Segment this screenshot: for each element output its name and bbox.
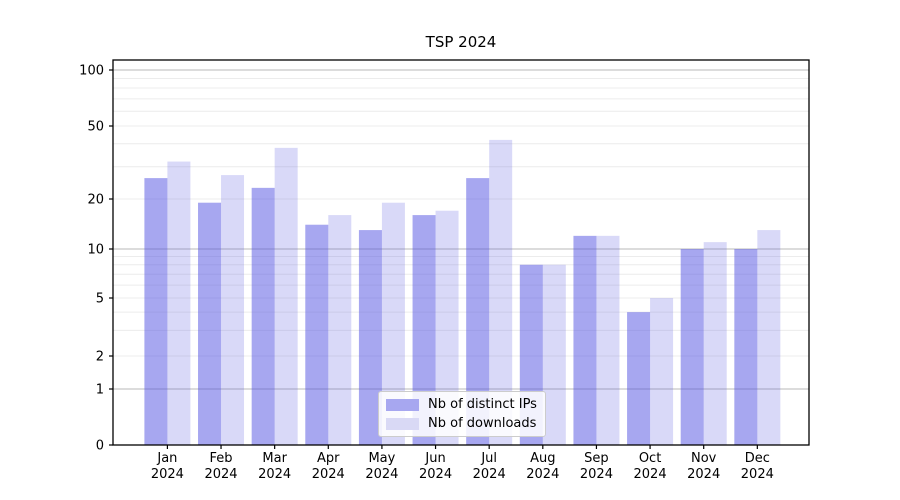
legend: Nb of distinct IPs Nb of downloads xyxy=(378,391,546,437)
x-axis-year-label: 2024 xyxy=(204,467,237,482)
x-axis-tick-label: Sep xyxy=(584,451,609,466)
bar-distinct-ips-sep xyxy=(573,235,597,445)
x-axis-tick-label: Aug xyxy=(530,451,555,466)
bar-distinct-ips-dec xyxy=(734,249,758,445)
x-axis-tick-label: Nov xyxy=(691,451,717,466)
x-axis-tick-label: May xyxy=(368,451,395,466)
bar-distinct-ips-jan xyxy=(144,178,168,445)
y-axis-tick-label: 20 xyxy=(87,193,104,208)
y-axis-tick-label: 1 xyxy=(96,383,104,398)
bar-distinct-ips-oct xyxy=(627,312,651,445)
bar-downloads-apr xyxy=(328,215,352,445)
x-axis-year-label: 2024 xyxy=(312,467,345,482)
bar-downloads-nov xyxy=(703,242,727,445)
bar-distinct-ips-may xyxy=(358,230,382,445)
legend-item-downloads: Nb of downloads xyxy=(386,417,537,430)
bar-downloads-oct xyxy=(650,298,674,445)
bar-downloads-jul xyxy=(489,139,513,445)
bar-distinct-ips-jun xyxy=(412,215,436,445)
x-axis-tick-label: Mar xyxy=(262,451,287,466)
legend-label-distinct-ips: Nb of distinct IPs xyxy=(428,397,537,412)
x-axis-tick-label: Apr xyxy=(317,451,340,466)
bar-downloads-feb xyxy=(221,175,245,446)
plot-border xyxy=(112,59,810,446)
x-axis-year-label: 2024 xyxy=(580,467,613,482)
legend-label-downloads: Nb of downloads xyxy=(428,416,537,431)
x-axis-year-label: 2024 xyxy=(419,467,452,482)
x-axis-tick-label: Oct xyxy=(639,451,661,466)
x-axis-year-label: 2024 xyxy=(258,467,291,482)
x-axis-year-label: 2024 xyxy=(365,467,398,482)
y-axis-tick-label: 0 xyxy=(96,439,104,454)
x-axis-year-label: 2024 xyxy=(473,467,506,482)
bar-distinct-ips-feb xyxy=(198,202,222,445)
x-axis-year-label: 2024 xyxy=(634,467,667,482)
bar-downloads-jun xyxy=(435,210,459,445)
legend-swatch-distinct-ips xyxy=(386,398,419,411)
x-axis-tick-label: Dec xyxy=(745,451,770,466)
y-axis-tick-label: 2 xyxy=(96,350,104,365)
bar-downloads-dec xyxy=(757,230,781,445)
bar-downloads-jan xyxy=(167,161,191,445)
y-axis-tick-label: 100 xyxy=(79,64,104,79)
chart-title: TSP 2024 xyxy=(425,33,497,51)
x-axis-year-label: 2024 xyxy=(526,467,559,482)
bar-downloads-aug xyxy=(542,264,566,445)
y-axis-tick-label: 50 xyxy=(87,120,104,135)
bar-distinct-ips-jul xyxy=(466,178,490,445)
legend-swatch-downloads xyxy=(386,417,419,430)
x-axis-year-label: 2024 xyxy=(741,467,774,482)
x-axis-tick-label: Jan xyxy=(156,451,177,466)
x-axis-year-label: 2024 xyxy=(687,467,720,482)
bar-downloads-sep xyxy=(596,235,620,445)
bar-downloads-may xyxy=(381,202,405,445)
y-axis-tick-label: 10 xyxy=(87,243,104,258)
legend-item-distinct-ips: Nb of distinct IPs xyxy=(386,398,537,411)
x-axis-tick-label: Feb xyxy=(210,451,233,466)
x-axis-tick-label: Jul xyxy=(480,451,497,466)
x-axis-year-label: 2024 xyxy=(151,467,184,482)
y-axis-tick-label: 5 xyxy=(96,292,104,307)
x-axis-tick-label: Jun xyxy=(424,451,445,466)
bar-distinct-ips-nov xyxy=(680,249,704,445)
bar-downloads-mar xyxy=(274,147,298,445)
bar-distinct-ips-apr xyxy=(305,224,329,445)
bar-distinct-ips-mar xyxy=(251,187,275,445)
